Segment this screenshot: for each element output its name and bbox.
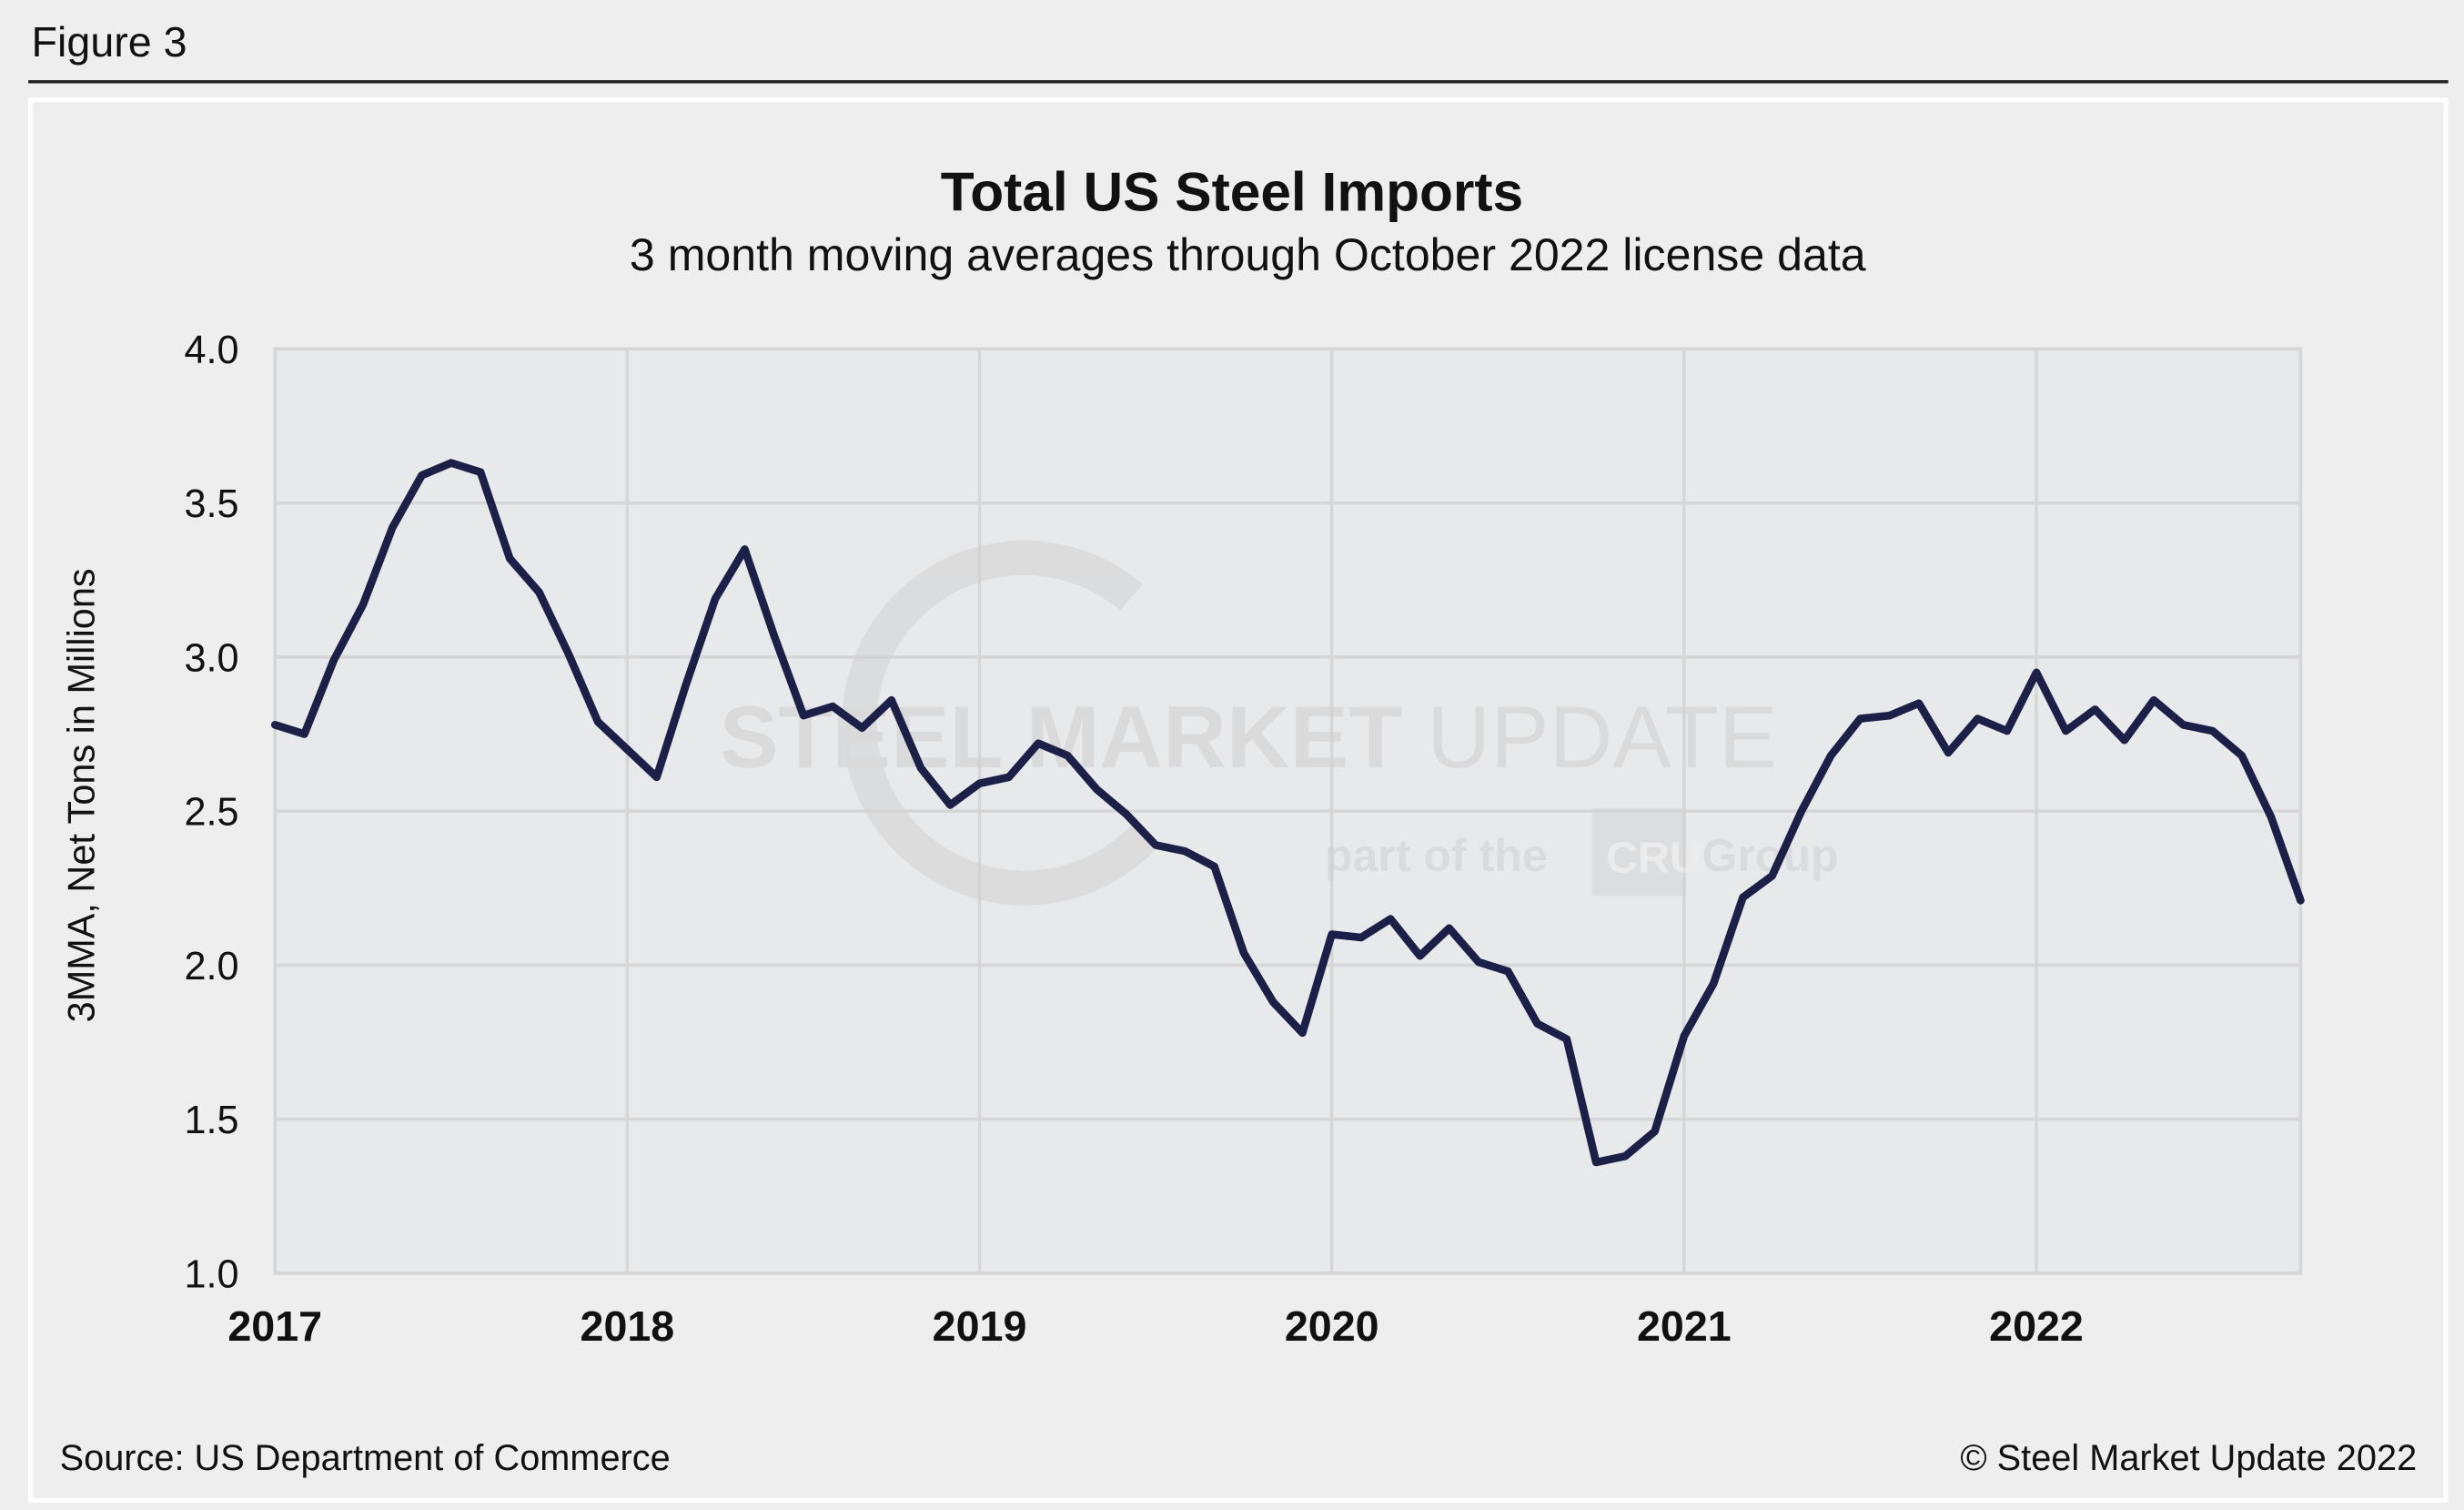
data-point	[1651, 1128, 1659, 1135]
data-point	[2209, 727, 2217, 735]
data-point	[653, 774, 661, 781]
data-point	[2004, 727, 2011, 735]
data-point	[976, 780, 984, 787]
svg-text:CRU: CRU	[1606, 834, 1702, 883]
x-tick-label: 2017	[227, 1302, 322, 1350]
data-point	[419, 471, 426, 479]
data-point	[301, 731, 308, 737]
data-point	[506, 555, 513, 562]
data-point	[2179, 721, 2186, 728]
data-point	[2267, 814, 2275, 821]
data-point	[477, 469, 484, 476]
y-tick-label: 3.0	[185, 636, 239, 680]
x-tick-label: 2020	[1285, 1302, 1379, 1350]
divider	[28, 80, 2449, 84]
data-point	[682, 681, 690, 688]
data-point	[1769, 872, 1776, 879]
data-point	[1417, 952, 1423, 959]
chart-title: Total US Steel Imports	[940, 161, 1524, 224]
y-tick-label: 1.5	[185, 1099, 239, 1142]
y-tick-label: 3.5	[185, 482, 239, 526]
data-point	[2297, 897, 2304, 904]
data-point	[623, 745, 631, 753]
y-tick-label: 4.0	[185, 329, 239, 372]
data-point	[359, 601, 367, 608]
data-point	[594, 718, 601, 725]
data-point	[389, 524, 396, 532]
data-point	[1621, 1152, 1629, 1160]
data-point	[1886, 712, 1893, 719]
data-point	[1592, 1159, 1600, 1166]
data-point	[1094, 786, 1101, 793]
data-point	[1211, 863, 1218, 870]
data-point	[536, 589, 543, 596]
data-point	[330, 656, 338, 664]
y-axis-label: 3MMA, Net Tons in Millions	[60, 568, 103, 1022]
y-tick-label: 1.0	[185, 1252, 239, 1296]
data-point	[1181, 847, 1188, 855]
data-point	[1915, 700, 1923, 707]
data-point	[2033, 669, 2040, 676]
data-point	[829, 703, 836, 710]
x-tick-label: 2021	[1637, 1302, 1732, 1350]
data-point	[1298, 1029, 1306, 1037]
data-point	[2092, 705, 2098, 713]
data-point	[1328, 931, 1336, 938]
data-point	[741, 545, 748, 552]
data-point	[1269, 998, 1277, 1006]
data-point	[448, 460, 455, 467]
data-point	[1827, 752, 1834, 759]
data-point	[1005, 774, 1013, 781]
data-point	[1681, 1032, 1688, 1039]
data-point	[1798, 807, 1805, 815]
data-point	[1534, 1020, 1540, 1028]
data-point	[565, 651, 572, 657]
data-point	[1240, 949, 1247, 957]
data-point	[1563, 1036, 1570, 1043]
data-point	[1387, 916, 1394, 923]
source-note: Source: US Department of Commerce	[59, 1436, 671, 1478]
data-point	[2121, 736, 2128, 744]
data-point	[1944, 749, 1952, 756]
data-point	[1358, 934, 1365, 941]
data-point	[1446, 925, 1453, 932]
x-tick-label: 2022	[1989, 1302, 2084, 1350]
data-point	[946, 801, 954, 808]
data-point	[859, 725, 865, 732]
data-point	[1035, 740, 1042, 747]
data-point	[800, 712, 807, 719]
data-point	[888, 696, 895, 704]
data-point	[712, 595, 719, 603]
data-point	[1064, 752, 1071, 759]
data-point	[1974, 715, 1981, 723]
data-point	[1710, 980, 1717, 988]
y-tick-label: 2.0	[185, 945, 239, 988]
x-tick-label: 2018	[581, 1302, 675, 1350]
x-tick-label: 2019	[933, 1302, 1027, 1350]
data-point	[2238, 752, 2246, 759]
data-point	[1739, 894, 1746, 901]
watermark-subtext: part of the	[1325, 830, 1548, 881]
figure-label: Figure 3	[31, 18, 187, 66]
data-point	[2062, 727, 2069, 735]
chart-subtitle: 3 month moving averages through October …	[629, 230, 1866, 282]
data-point	[2150, 696, 2157, 704]
data-point	[1152, 841, 1159, 848]
data-point	[1123, 811, 1130, 817]
y-tick-label: 2.5	[185, 791, 239, 835]
data-point	[917, 765, 924, 772]
watermark-text: STEEL MARKET UPDATE	[720, 688, 1777, 786]
data-point	[1504, 968, 1511, 975]
data-point	[271, 721, 278, 728]
data-point	[771, 632, 778, 639]
series-line-imports	[270, 459, 2305, 1167]
data-point	[1475, 958, 1482, 966]
data-point	[1856, 715, 1863, 723]
copyright-note: © Steel Market Update 2022	[1960, 1436, 2418, 1478]
